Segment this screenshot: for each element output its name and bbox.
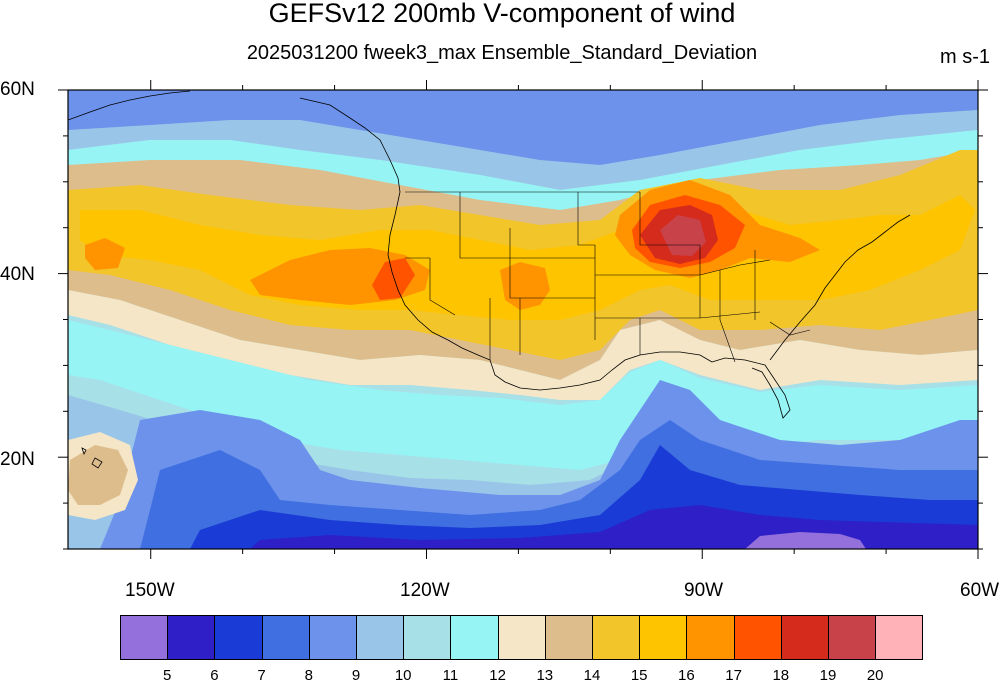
units-label: m s-1 [940,46,990,68]
contour-20 [660,215,706,256]
state-borders [405,191,811,363]
colorbar-swatch [214,615,263,660]
chart-title: GEFSv12 200mb V-component of wind [268,0,736,28]
colorbar-swatch [261,615,310,660]
colorbar-label: 20 [866,667,884,684]
colorbar-label: 18 [772,667,790,684]
colorbar-label: 14 [583,667,601,684]
colorbar-swatch [497,615,546,660]
lat-label-60N: 60N [0,79,35,100]
lat-label-20N: 20N [0,449,35,470]
colorbar-swatch [875,615,924,660]
colorbar-swatch [403,615,452,660]
colorbar-swatch [308,615,357,660]
contour-13-band [68,290,978,400]
coastlines [68,90,911,469]
colorbar-swatch [733,615,782,660]
colorbar-swatch [167,615,216,660]
lon-label-150W: 150W [125,580,175,601]
colorbar-swatch [639,615,688,660]
colorbar-swatch [450,615,499,660]
colorbar-label: 10 [394,667,412,684]
lon-label-120W: 120W [400,580,450,601]
colorbar-label: 12 [489,667,506,684]
contour-14-hawaii [68,445,128,505]
colorbar-swatch [356,615,405,660]
colorbar-label: 8 [304,667,313,684]
lon-label-60W: 60W [960,580,1000,601]
colorbar-label: 13 [536,667,554,684]
lon-label-90W: 90W [684,580,724,601]
contour-18-west [372,258,415,300]
colorbar-label: 19 [819,667,837,684]
colorbar-label: 5 [163,667,172,684]
contour-5 [745,532,866,549]
colorbar-swatch [120,615,169,660]
colorbar-label: 16 [678,667,695,684]
colorbar-swatch [828,615,877,660]
colorbar-swatch [592,615,641,660]
chart-subtitle: 2025031200 fweek3_max Ensemble_Standard_… [246,42,758,64]
colorbar-label: 6 [210,667,219,684]
contour-17-pacific [85,238,125,270]
lat-label-40N: 40N [0,264,35,285]
colorbar-label: 15 [630,667,648,684]
contour-9-north [68,90,978,165]
colorbar-label: 9 [351,667,361,684]
contour-12-north [68,130,978,215]
colorbar-swatch [780,615,829,660]
axis-ticks [58,80,988,559]
colorbar-swatch [686,615,735,660]
colorbar-label: 7 [257,667,266,684]
colorbar-label: 11 [442,667,459,684]
colorbar-swatch [544,615,593,660]
colorbar-label: 17 [725,667,742,684]
